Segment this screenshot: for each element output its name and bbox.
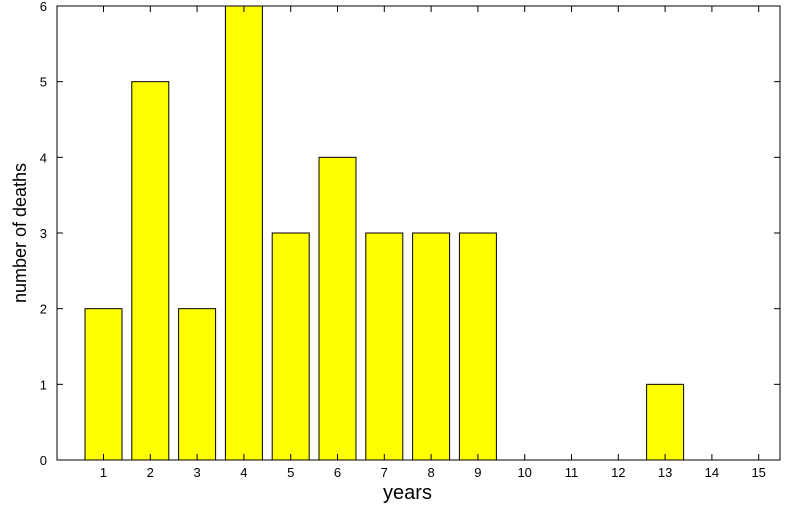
x-tick-label: 11 (565, 465, 579, 480)
bar-5 (271, 232, 310, 461)
x-tick-label: 5 (287, 465, 294, 480)
x-tick-label: 8 (427, 465, 434, 480)
y-tick-label: 4 (40, 150, 47, 165)
bar-6 (318, 156, 357, 461)
x-tick-label: 13 (658, 465, 672, 480)
y-tick-label: 3 (40, 226, 47, 241)
y-tick-label: 1 (40, 377, 47, 392)
x-tick-label: 10 (517, 465, 531, 480)
bars-group (84, 5, 685, 461)
bar-2 (131, 81, 170, 461)
x-tick-label: 4 (240, 465, 247, 480)
bar-8 (412, 232, 451, 461)
bar-1 (84, 308, 123, 461)
x-tick-label: 12 (611, 465, 625, 480)
y-axis-label: number of deaths (10, 163, 30, 303)
bar-3 (178, 308, 217, 461)
x-tick-label: 14 (705, 465, 719, 480)
x-tick-label: 1 (100, 465, 107, 480)
bar-7 (365, 232, 404, 461)
x-tick-label: 2 (147, 465, 154, 480)
y-tick-label: 6 (40, 0, 47, 14)
bar-4 (224, 5, 263, 461)
y-tick-label: 0 (40, 453, 47, 468)
x-axis-label: years (383, 482, 432, 504)
x-tick-label: 3 (193, 465, 200, 480)
bar-13 (646, 383, 685, 461)
plot-frame (56, 5, 781, 461)
x-tick-label: 9 (474, 465, 481, 480)
bar-9 (458, 232, 497, 461)
x-ticks-group: 1 2 3 4 5 6 7 8 9 10 11 12 13 14 15 (100, 6, 766, 480)
x-tick-label: 7 (381, 465, 388, 480)
x-tick-label: 6 (334, 465, 341, 480)
y-tick-label: 2 (40, 302, 47, 317)
x-tick-label: 15 (751, 465, 765, 480)
y-tick-label: 5 (40, 75, 47, 90)
